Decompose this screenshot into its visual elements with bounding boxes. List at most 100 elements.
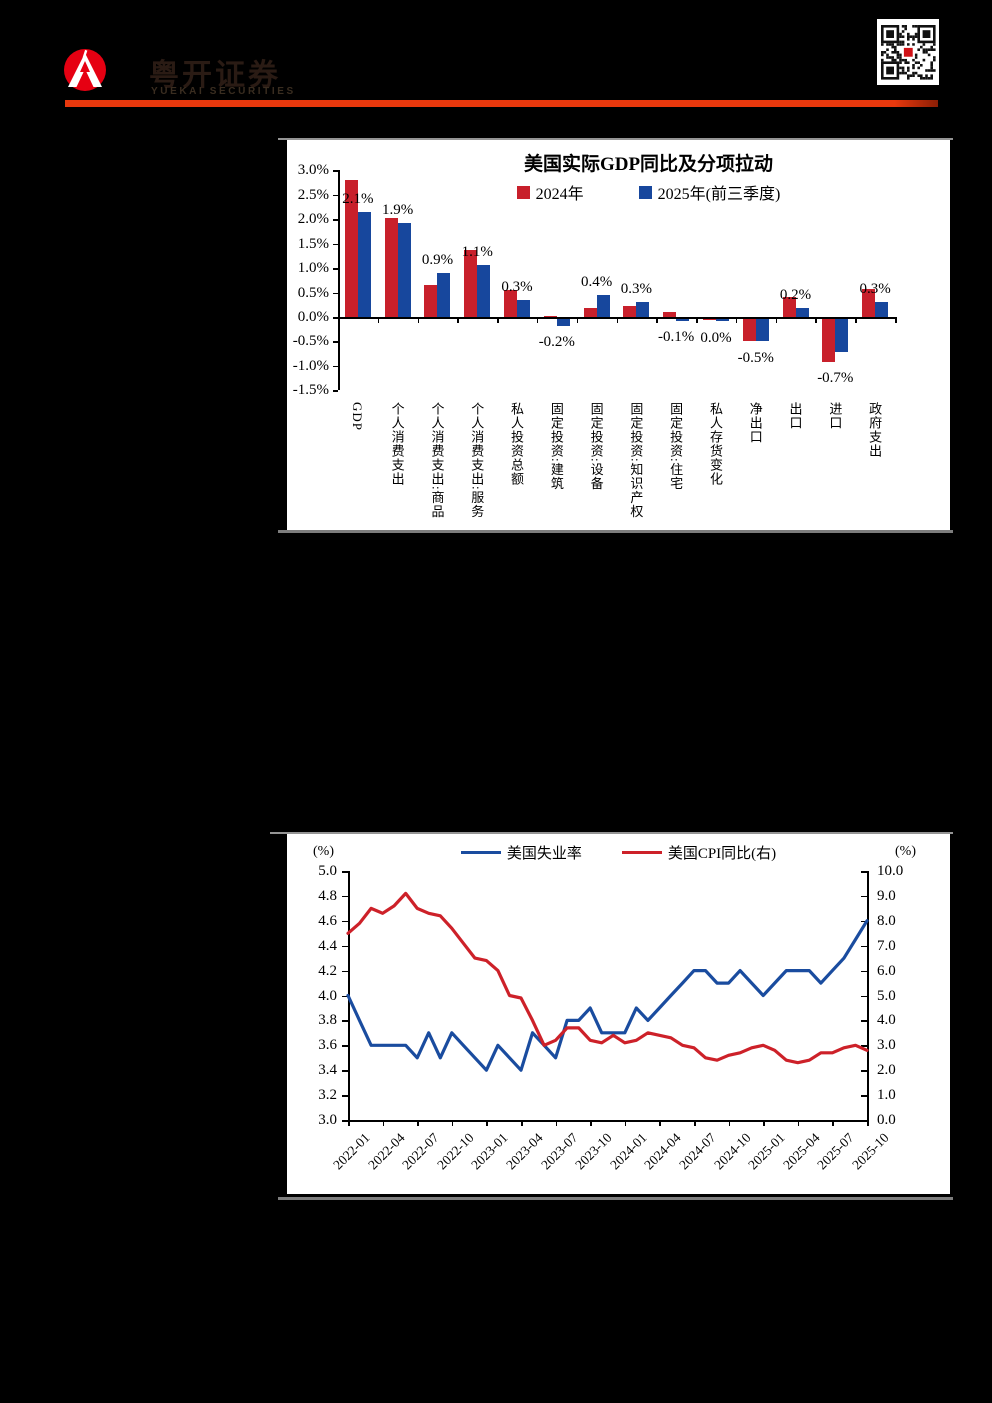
x-tick bbox=[536, 317, 539, 323]
header-accent-rule bbox=[65, 100, 938, 107]
left-y-tick-label: 5.0 bbox=[318, 863, 337, 879]
bar-data-label: -0.2% bbox=[538, 334, 575, 351]
right-y-tick-label: 1.0 bbox=[877, 1087, 896, 1104]
x-tick bbox=[555, 1120, 558, 1126]
left-y-tick-label: 3.2 bbox=[318, 1087, 337, 1104]
bar-data-label: 0.3% bbox=[859, 280, 891, 297]
y-tick bbox=[333, 194, 338, 197]
bar-2024 bbox=[344, 180, 358, 317]
x-category-label: 净出口 bbox=[747, 402, 763, 445]
y-tick bbox=[333, 219, 338, 221]
gdp-chart-title: 美国实际GDP同比及分项拉动 bbox=[523, 154, 774, 175]
bar-2025 bbox=[715, 318, 729, 322]
legend-item-cpi: 美国CPI同比(右) bbox=[621, 842, 777, 863]
legend-line-unemployment bbox=[460, 850, 501, 855]
left-y-tick bbox=[342, 1120, 348, 1122]
right-y-tick bbox=[861, 1095, 867, 1097]
right-y-tick-label: 2.0 bbox=[877, 1062, 896, 1079]
y-tick-label: 3.0% bbox=[297, 162, 329, 179]
brand-name-cn: 粤开证券 bbox=[149, 59, 281, 92]
x-tick bbox=[895, 317, 897, 323]
y-tick bbox=[333, 268, 338, 270]
left-y-tick-label: 4.0 bbox=[318, 987, 337, 1004]
x-tick bbox=[659, 1120, 661, 1126]
bar-2025 bbox=[517, 299, 531, 317]
x-tick bbox=[815, 317, 817, 323]
x-category-label: 个人消费支出:服务 bbox=[469, 402, 485, 519]
y-tick bbox=[333, 390, 338, 392]
left-y-tick bbox=[342, 1045, 348, 1047]
x-tick bbox=[348, 1120, 350, 1126]
bar-data-label: -0.1% bbox=[658, 329, 695, 346]
x-category-label: 个人消费支出:商品 bbox=[429, 402, 445, 519]
right-y-tick bbox=[861, 895, 867, 898]
legend-label-2024: 2024年 bbox=[535, 186, 584, 203]
y-tick-label: 1.5% bbox=[297, 235, 329, 252]
y-tick bbox=[333, 365, 338, 368]
panel1-top-rule bbox=[278, 138, 953, 140]
x-axis-line bbox=[348, 1120, 869, 1122]
brand-logo-icon bbox=[64, 49, 106, 91]
legend-line-cpi bbox=[621, 850, 662, 855]
left-axis-unit-label: (%) bbox=[313, 844, 334, 859]
bar-2025 bbox=[636, 301, 650, 317]
bar-data-label: 2.1% bbox=[342, 190, 374, 207]
bar-2025 bbox=[596, 295, 610, 317]
bar-2025 bbox=[875, 301, 889, 317]
y-tick-label: 1.0% bbox=[297, 260, 329, 277]
x-tick bbox=[451, 1120, 454, 1126]
left-y-tick-label: 3.4 bbox=[318, 1062, 337, 1079]
x-tick bbox=[694, 1120, 696, 1126]
x-category-label: 固定投资:建筑 bbox=[548, 402, 564, 491]
bar-data-label: 0.9% bbox=[421, 251, 454, 268]
bar-2025 bbox=[477, 265, 491, 317]
bar-2025 bbox=[437, 272, 451, 317]
bar-2025 bbox=[397, 222, 411, 317]
series-line-unemployment bbox=[346, 919, 869, 1072]
left-y-tick-label: 4.4 bbox=[318, 937, 337, 954]
right-axis-unit-label: (%) bbox=[895, 844, 916, 859]
bar-2025 bbox=[676, 318, 690, 321]
legend-label-2025: 2025年(前三季度) bbox=[657, 186, 781, 203]
x-tick bbox=[696, 317, 698, 323]
left-y-tick-label: 4.2 bbox=[318, 962, 337, 979]
right-y-tick bbox=[861, 1045, 867, 1047]
left-y-tick bbox=[342, 1020, 348, 1022]
left-y-tick-label: 3.6 bbox=[318, 1037, 337, 1054]
right-y-tick bbox=[861, 1070, 867, 1072]
x-tick bbox=[775, 317, 778, 323]
right-y-tick bbox=[861, 871, 867, 873]
y-tick-label: 2.0% bbox=[297, 211, 329, 228]
bar-data-label: -0.7% bbox=[817, 370, 854, 387]
x-tick bbox=[382, 1120, 385, 1126]
x-category-label: 私人投资总额 bbox=[509, 402, 525, 487]
bar-2025 bbox=[357, 211, 371, 317]
legend-swatch-2024 bbox=[516, 185, 530, 199]
right-axis-line bbox=[867, 871, 869, 1120]
gdp-bar-chart: 美国实际GDP同比及分项拉动 2024年 2025年(前三季度) 3.0% 2.5… bbox=[287, 140, 950, 530]
series-line-cpi bbox=[346, 891, 869, 1065]
bar-2024 bbox=[384, 217, 398, 317]
left-y-tick bbox=[342, 920, 348, 923]
x-category-label: 政府支出 bbox=[867, 402, 883, 459]
legend-label-cpi: 美国CPI同比(右) bbox=[667, 846, 777, 862]
x-tick bbox=[377, 317, 380, 323]
right-y-tick-label: 0.0 bbox=[877, 1112, 896, 1128]
x-tick bbox=[867, 1120, 869, 1126]
bar-2024 bbox=[464, 249, 478, 317]
bar-data-label: -0.5% bbox=[737, 349, 774, 366]
bar-2025 bbox=[755, 318, 769, 342]
x-tick bbox=[417, 1120, 419, 1126]
left-y-tick bbox=[342, 895, 348, 898]
x-tick bbox=[728, 1120, 731, 1126]
y-axis-line bbox=[338, 170, 340, 391]
x-tick bbox=[735, 317, 738, 323]
x-category-label: GDP bbox=[349, 402, 365, 432]
bar-data-label: 1.9% bbox=[382, 201, 414, 218]
x-tick bbox=[656, 317, 658, 323]
x-tick bbox=[763, 1120, 765, 1126]
bar-2024 bbox=[424, 285, 438, 317]
bar-data-label: 0.4% bbox=[580, 274, 613, 291]
y-tick-label: 0.0% bbox=[297, 309, 329, 325]
